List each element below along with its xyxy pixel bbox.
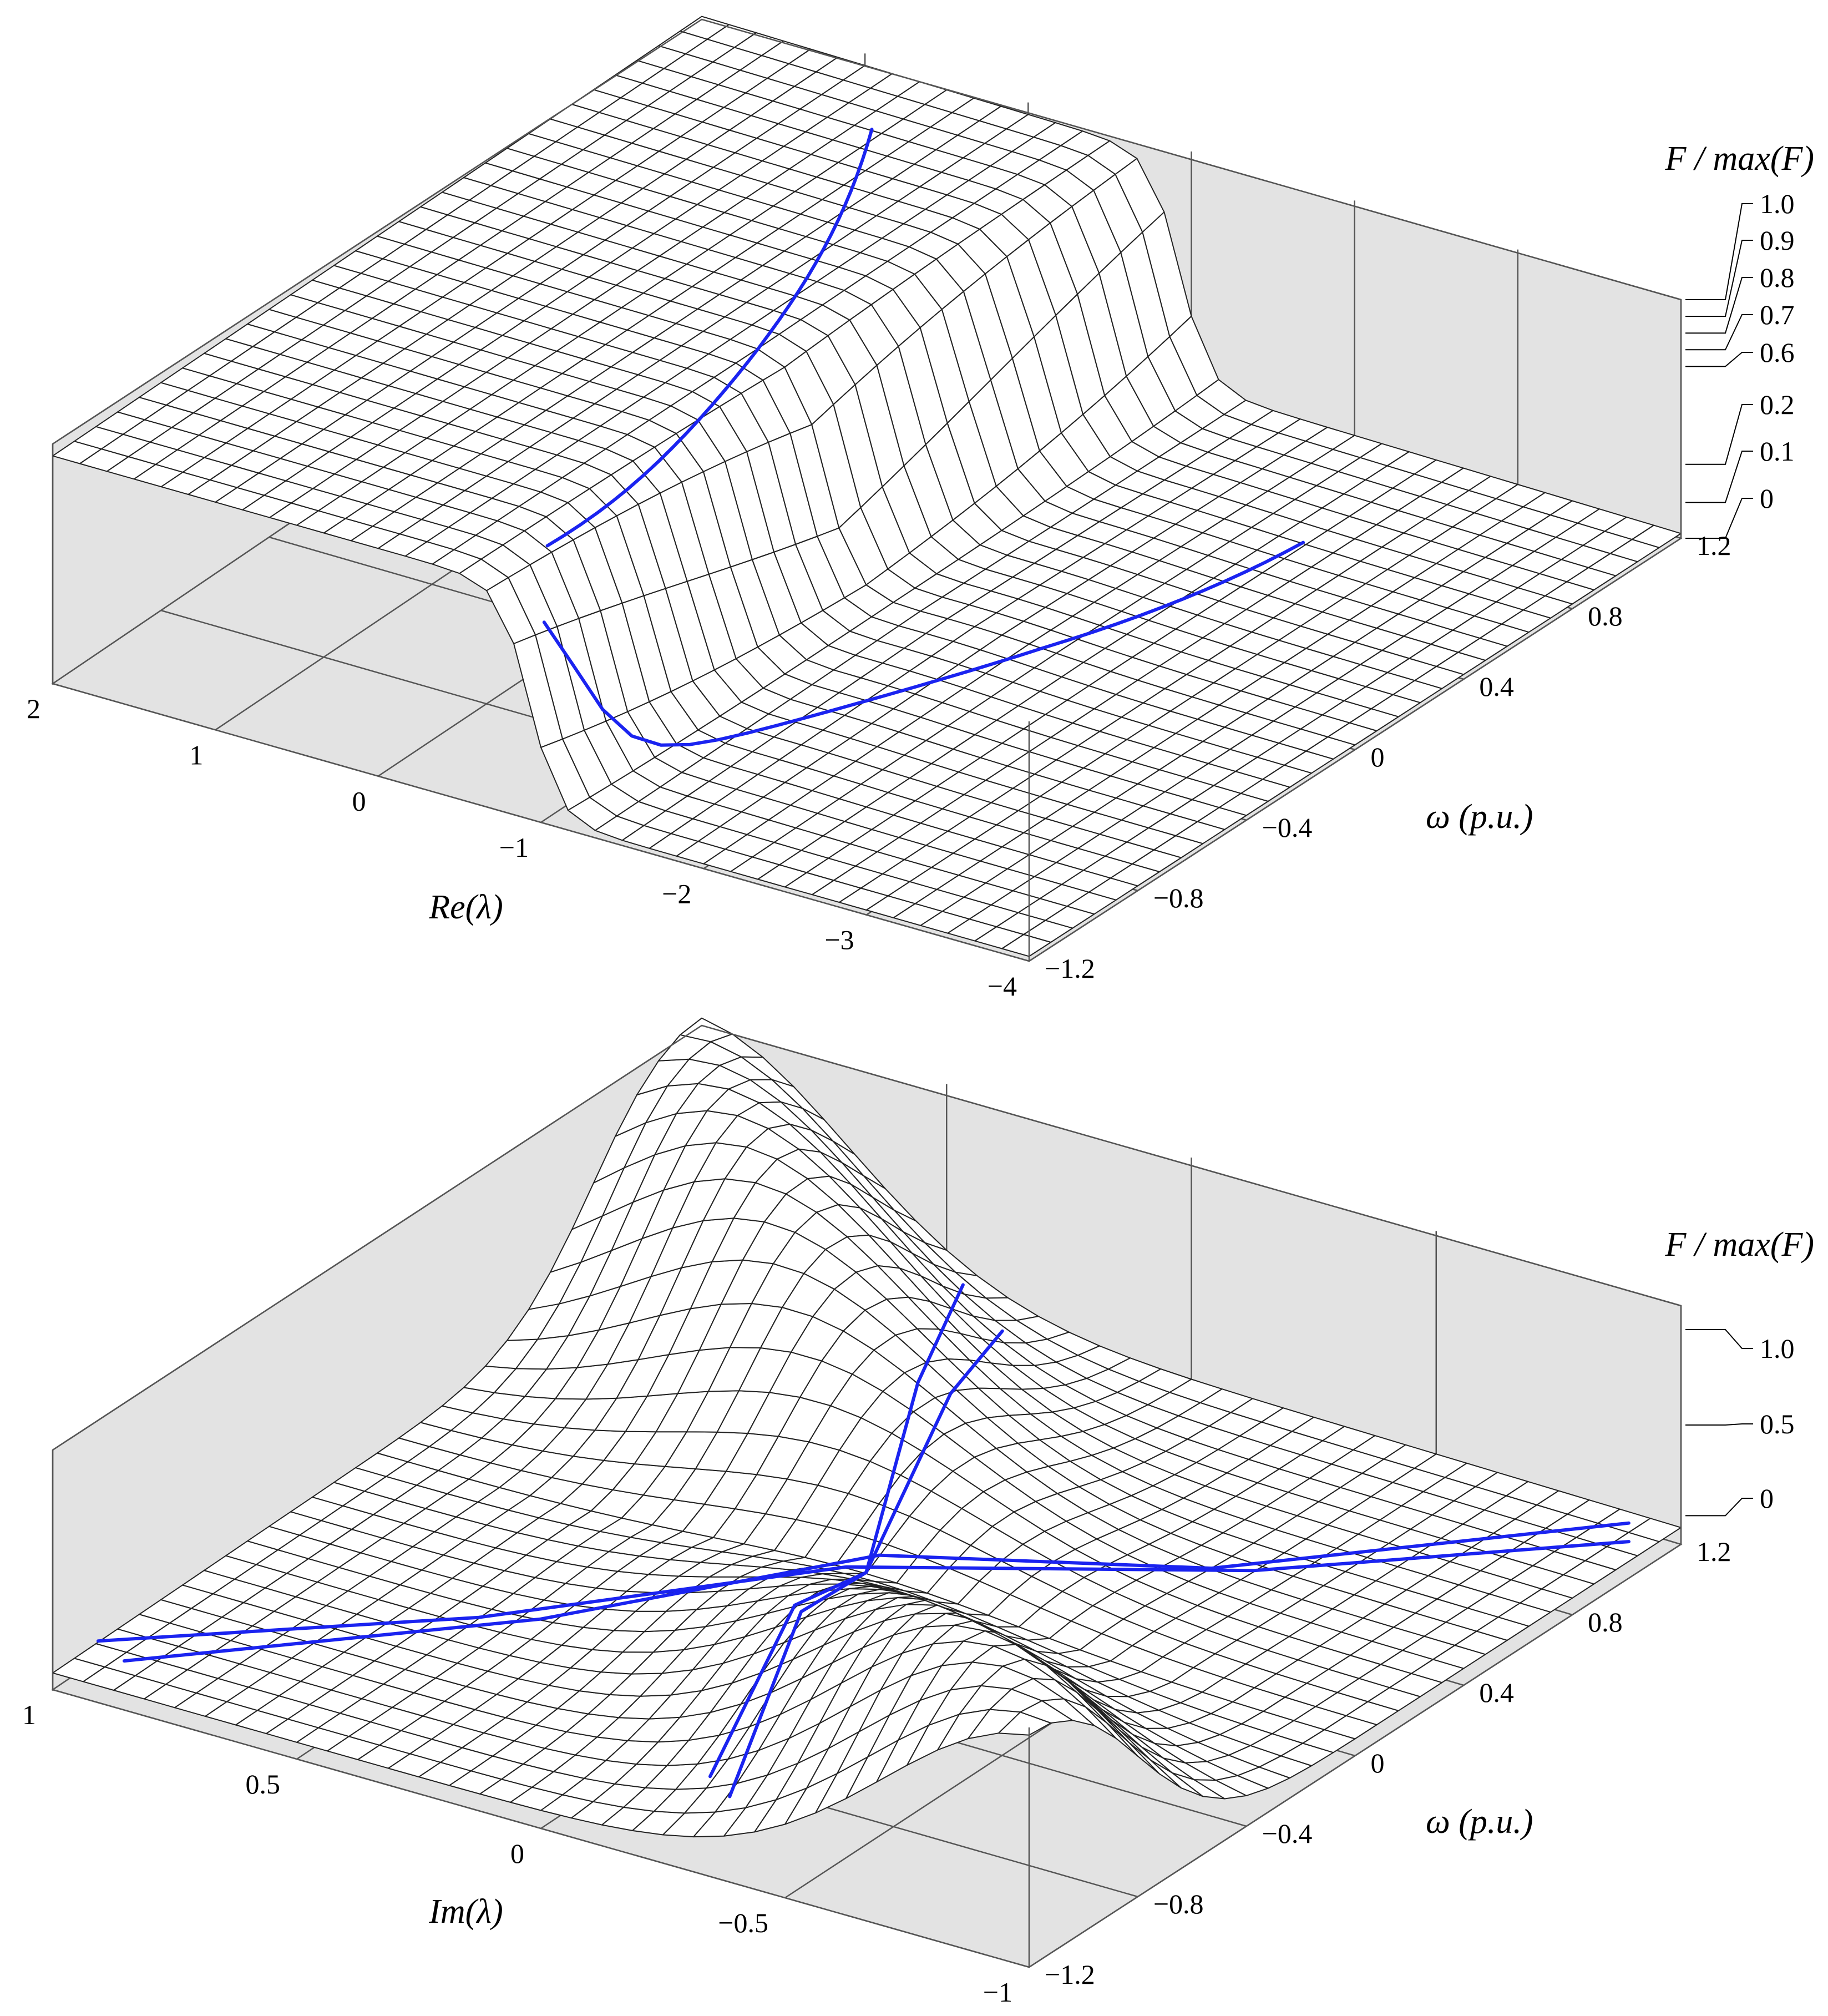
panel-re-omega-tick: 0.4 bbox=[1479, 671, 1514, 702]
panel-im-trajectory-curve bbox=[708, 1329, 1004, 1778]
panel-im-z-leader bbox=[1685, 1423, 1753, 1426]
panel-re-x-tick: 1 bbox=[189, 739, 203, 770]
panel-im-omega-tick: −0.8 bbox=[1153, 1888, 1204, 1919]
panel-re-z-tick: 0 bbox=[1760, 483, 1774, 514]
panel-re-trajectory-curve bbox=[545, 128, 874, 548]
panel-im-x-label: Im(λ) bbox=[428, 1893, 503, 1931]
panel-re-z-leader bbox=[1685, 498, 1753, 539]
panel-im-front-edge bbox=[52, 1450, 1030, 1968]
panel-im-z-tick: 0 bbox=[1760, 1483, 1774, 1514]
panel-re-z-leader bbox=[1685, 240, 1753, 317]
panel-im-x-tick: 0 bbox=[510, 1838, 524, 1869]
panel-re-z-leader bbox=[1685, 314, 1753, 351]
panel-im-surface bbox=[52, 1017, 1682, 1838]
panel-re-z-tick: 0.8 bbox=[1760, 262, 1795, 293]
panel-re-z-leader bbox=[1685, 404, 1753, 465]
panel-re-z-tick: 0.2 bbox=[1760, 389, 1795, 420]
panel-im-z-leader bbox=[1685, 1329, 1753, 1349]
panel-re-omega-tick: −0.8 bbox=[1153, 882, 1204, 913]
panel-re-omega-label: ω (p.u.) bbox=[1426, 798, 1533, 836]
panel-re-x-tick: −2 bbox=[662, 878, 691, 909]
panel-im-right-edge bbox=[1029, 1306, 1682, 1968]
panel-re-top-edge bbox=[52, 18, 1682, 445]
panel-im-z-tick: 1.0 bbox=[1760, 1333, 1795, 1364]
panel-im-omega-tick: 0.4 bbox=[1479, 1677, 1514, 1708]
panel-im-x-tick: −1 bbox=[983, 1977, 1012, 2008]
panel-im-z-label: F / max(F) bbox=[1664, 1226, 1814, 1264]
panel-re-x-tick: 2 bbox=[27, 693, 40, 724]
panel-im-x-tick: −0.5 bbox=[718, 1907, 768, 1938]
panel-im-omega-tick: 0 bbox=[1371, 1747, 1385, 1778]
panel-re-x-label: Re(λ) bbox=[428, 888, 503, 926]
panel-re: 2 1 0 −1 −2 −3 −4 −1.2 −0.8 −0.4 0 0.4 0.8 1.2 1.0 0.9 0… bbox=[27, 16, 1814, 1002]
panel-re-trajectory-curve bbox=[542, 540, 1305, 747]
panel-re-z-tick: 0.7 bbox=[1760, 299, 1795, 330]
panel-im-z-tick: 0.5 bbox=[1760, 1408, 1795, 1439]
panel-im-top-edge bbox=[52, 1024, 1682, 1451]
panel-re-right-edge bbox=[1029, 300, 1682, 962]
panel-im-z-leader bbox=[1685, 1498, 1753, 1517]
panel-re-z-tick: 0.6 bbox=[1760, 337, 1795, 368]
panel-re-omega-tick: −1.2 bbox=[1045, 953, 1095, 984]
panel-re-z-label: F / max(F) bbox=[1664, 140, 1814, 178]
panel-re-x-tick: −1 bbox=[499, 832, 529, 863]
panel-re-z-tick: 1.0 bbox=[1760, 188, 1795, 219]
panel-re-front-edge bbox=[52, 444, 1030, 962]
panel-re-omega-tick: 0 bbox=[1371, 741, 1385, 772]
panel-re-z-leader bbox=[1685, 203, 1753, 300]
panel-im-x-tick: 1 bbox=[22, 1699, 36, 1730]
panel-re-omega-tick: −0.4 bbox=[1262, 812, 1313, 843]
panel-re-z-leader bbox=[1685, 451, 1753, 503]
panel-im-omega-tick: 1.2 bbox=[1697, 1536, 1731, 1567]
panel-re-z-tick: 0.9 bbox=[1760, 225, 1795, 256]
panel-im-trajectory-curve bbox=[96, 1540, 1630, 1643]
panel-re-x-tick: −4 bbox=[988, 971, 1017, 1002]
panel-im-omega-tick: −0.4 bbox=[1262, 1818, 1313, 1849]
panel-re-z-leader bbox=[1685, 277, 1753, 334]
panel-im-omega-tick: −1.2 bbox=[1045, 1959, 1095, 1990]
panel-re-omega-tick: 0.8 bbox=[1588, 600, 1623, 631]
panel-re-x-tick: 0 bbox=[352, 786, 366, 817]
panel-im: 1 0.5 0 −0.5 −1 −1.2 −0.8 −0.4 0 0.4 0.8 1.2 1.0 0.5 0… bbox=[22, 1017, 1814, 2008]
panel-re-omega-tick: 1.2 bbox=[1697, 530, 1731, 561]
panel-im-omega-label: ω (p.u.) bbox=[1426, 1803, 1533, 1841]
panel-re-surface bbox=[52, 16, 1682, 957]
panel-re-z-leader bbox=[1685, 352, 1753, 367]
panel-im-x-tick: 0.5 bbox=[246, 1769, 281, 1800]
panel-re-z-tick: 0.1 bbox=[1760, 436, 1795, 467]
panel-im-trajectory-curve bbox=[122, 1521, 1630, 1663]
panel-im-omega-tick: 0.8 bbox=[1588, 1606, 1623, 1638]
panel-re-x-tick: −3 bbox=[824, 924, 854, 956]
